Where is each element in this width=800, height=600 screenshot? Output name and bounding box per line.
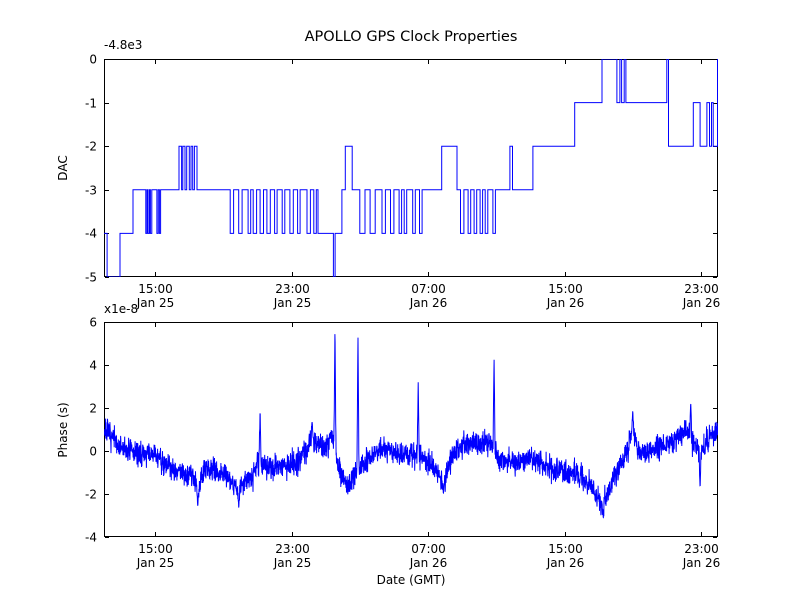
- y-tick-label: -4: [85, 227, 97, 241]
- y-tick-label: 0: [89, 53, 97, 67]
- phase-yticks: 6 4 2 0 -2 -4: [85, 316, 717, 545]
- x-tick-label: Jan 26: [409, 296, 448, 310]
- chart-title: APOLLO GPS Clock Properties: [304, 29, 518, 45]
- x-tick-label: Jan 26: [546, 296, 585, 310]
- x-tick-label: 15:00: [548, 282, 583, 296]
- dac-series: [104, 59, 718, 277]
- x-tick-label: 23:00: [684, 542, 719, 556]
- x-tick-label: Jan 25: [273, 296, 312, 310]
- phase-series-line: [104, 334, 718, 519]
- dac-offset-text: -4.8e3: [104, 38, 143, 52]
- y-tick-label: -2: [85, 488, 97, 502]
- dac-axes-box: [104, 59, 718, 277]
- dac-yticks: 0 -1 -2 -3 -4 -5: [85, 53, 717, 285]
- x-tick-label: 15:00: [138, 282, 173, 296]
- phase-scale-text: x1e-8: [104, 302, 139, 316]
- x-tick-label: 23:00: [275, 282, 310, 296]
- date-xlabel: Date (GMT): [376, 573, 446, 587]
- x-tick-label: Jan 26: [682, 296, 721, 310]
- y-tick-label: -5: [85, 271, 97, 285]
- x-tick-label: 15:00: [548, 542, 583, 556]
- x-tick-label: 15:00: [138, 542, 173, 556]
- x-tick-label: 23:00: [684, 282, 719, 296]
- y-tick-label: -2: [85, 140, 97, 154]
- phase-ylabel: Phase (s): [56, 402, 70, 458]
- y-tick-label: -4: [85, 531, 97, 545]
- y-tick-label: 6: [89, 316, 97, 330]
- y-tick-label: 0: [89, 445, 97, 459]
- x-tick-label: Jan 26: [682, 556, 721, 570]
- y-tick-label: 4: [89, 359, 97, 373]
- phase-axes-box: [104, 322, 718, 537]
- dac-series-line: [104, 59, 718, 277]
- x-tick-label: 07:00: [411, 282, 446, 296]
- phase-series: [104, 334, 718, 519]
- x-tick-label: Jan 25: [273, 556, 312, 570]
- x-tick-label: Jan 25: [136, 556, 175, 570]
- y-tick-label: -1: [85, 97, 97, 111]
- x-tick-label: 07:00: [411, 542, 446, 556]
- y-tick-label: -3: [85, 184, 97, 198]
- dac-ylabel: DAC: [56, 155, 70, 181]
- y-tick-label: 2: [89, 402, 97, 416]
- x-tick-label: Jan 26: [546, 556, 585, 570]
- x-tick-label: 23:00: [275, 542, 310, 556]
- x-tick-label: Jan 25: [136, 296, 175, 310]
- x-tick-label: Jan 26: [409, 556, 448, 570]
